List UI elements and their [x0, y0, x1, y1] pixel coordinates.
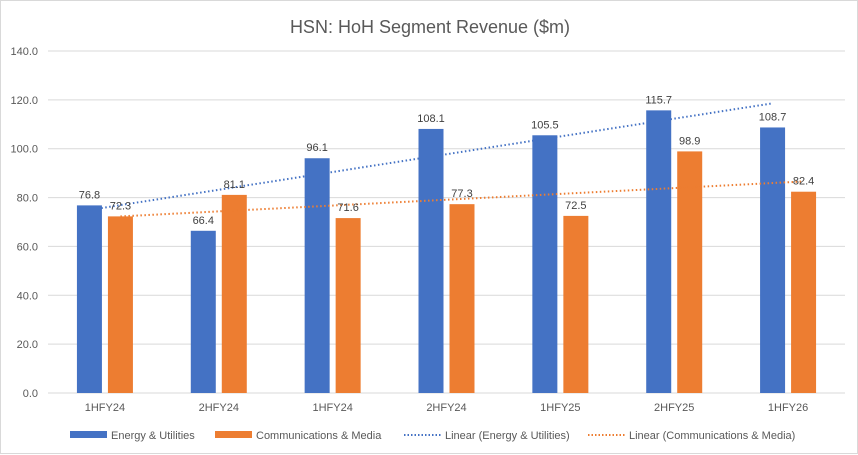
legend-label-linear-energy-utilities: Linear (Energy & Utilities): [445, 430, 570, 442]
bar-energy-utilities: [190, 230, 216, 393]
legend: Energy & Utilities Communications & Medi…: [70, 430, 795, 442]
x-tick-label: 2HFY24: [199, 402, 239, 414]
trendlines-layer: [89, 102, 804, 218]
bar-communications-media: [335, 218, 361, 393]
bar-energy-utilities: [418, 128, 444, 394]
data-label: 66.4: [193, 215, 214, 227]
y-tick-label: 60.0: [17, 241, 38, 253]
x-tick-label: 1HFY24: [312, 402, 352, 414]
x-tick-label: 2HFY25: [654, 402, 694, 414]
data-label: 77.3: [451, 188, 472, 200]
bars-layer: [76, 110, 817, 394]
x-tick-label: 1HFY24: [85, 402, 125, 414]
data-label: 96.1: [306, 142, 327, 154]
bar-energy-utilities: [760, 127, 786, 393]
y-tick-label: 120.0: [10, 95, 38, 107]
bar-communications-media: [563, 215, 589, 393]
y-tick-label: 140.0: [10, 46, 38, 58]
y-tick-label: 0.0: [23, 388, 38, 400]
x-axis-ticks: 1HFY24 2HFY24 1HFY24 2HFY24 1HFY25 2HFY25 1HFY…: [85, 402, 809, 414]
data-label: 76.8: [79, 189, 100, 201]
trendline-energy-utilities: [89, 102, 773, 211]
x-tick-label: 1HFY25: [540, 402, 580, 414]
data-label: 72.5: [565, 200, 586, 212]
legend-label-linear-communications-media: Linear (Communications & Media): [629, 430, 795, 442]
chart-title: HSN: HoH Segment Revenue ($m): [290, 17, 570, 37]
x-tick-label: 1HFY26: [768, 402, 808, 414]
bar-communications-media: [677, 151, 703, 393]
legend-label-energy-utilities: Energy & Utilities: [111, 430, 195, 442]
data-label: 82.4: [793, 176, 814, 188]
y-tick-label: 40.0: [17, 290, 38, 302]
data-label: 105.5: [531, 119, 559, 131]
y-tick-label: 20.0: [17, 339, 38, 351]
grid-layer: [48, 50, 845, 394]
data-label: 71.6: [337, 202, 358, 214]
bar-communications-media: [107, 216, 133, 393]
bar-communications-media: [791, 191, 817, 393]
y-tick-label: 100.0: [10, 144, 38, 156]
data-label: 81.1: [224, 179, 245, 191]
legend-swatch-communications-media: [215, 431, 252, 438]
bar-communications-media: [449, 204, 475, 393]
bar-energy-utilities: [304, 158, 330, 393]
bar-communications-media: [221, 194, 247, 393]
x-tick-label: 2HFY24: [426, 402, 466, 414]
bar-energy-utilities: [532, 135, 558, 393]
data-label: 98.9: [679, 135, 700, 147]
y-axis-ticks: 0.0 20.0 40.0 60.0 80.0 100.0 120.0 140.0: [10, 46, 38, 400]
data-label: 115.7: [645, 94, 672, 106]
data-label: 108.7: [759, 111, 787, 123]
bar-energy-utilities: [76, 205, 102, 393]
data-labels-layer: 76.8 72.3 66.4 81.1 96.1 71.6 108.1 77.3 105.5 72…: [79, 94, 815, 226]
y-tick-label: 80.0: [17, 193, 38, 205]
data-label: 108.1: [417, 113, 445, 125]
data-label: 72.3: [110, 200, 131, 212]
legend-swatch-energy-utilities: [70, 431, 107, 438]
legend-label-communications-media: Communications & Media: [256, 430, 382, 442]
bar-energy-utilities: [646, 110, 672, 394]
